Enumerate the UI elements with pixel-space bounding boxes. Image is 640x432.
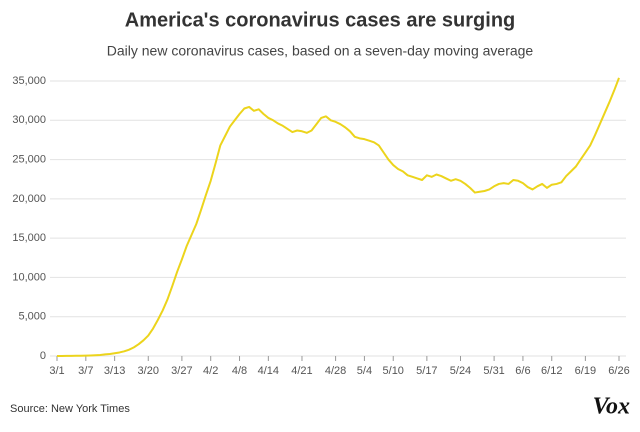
y-tick-label: 15,000 bbox=[12, 232, 46, 244]
x-tick-label: 3/20 bbox=[138, 365, 159, 377]
x-tick-label: 6/12 bbox=[541, 365, 562, 377]
data-line bbox=[57, 77, 620, 357]
y-tick-label: 30,000 bbox=[12, 114, 46, 126]
y-tick-label: 5,000 bbox=[18, 311, 46, 323]
y-tick-label: 25,000 bbox=[12, 153, 46, 165]
x-tick-label: 4/8 bbox=[232, 365, 247, 377]
x-tick-label: 5/24 bbox=[450, 365, 471, 377]
x-tick-label: 5/17 bbox=[416, 365, 437, 377]
x-tick-label: 5/4 bbox=[357, 365, 372, 377]
x-tick-label: 6/26 bbox=[608, 365, 629, 377]
x-tick-label: 5/10 bbox=[383, 365, 404, 377]
x-tick-label: 4/2 bbox=[203, 365, 218, 377]
x-tick-label: 4/14 bbox=[258, 365, 279, 377]
source: Source: New York Times bbox=[10, 403, 130, 415]
y-tick-label: 0 bbox=[40, 350, 46, 362]
x-tick-label: 6/6 bbox=[515, 365, 530, 377]
x-tick-label: 4/28 bbox=[325, 365, 346, 377]
chart-title: America's coronavirus cases are surging bbox=[125, 9, 516, 31]
logo: Vox bbox=[593, 394, 630, 420]
x-tick-label: 4/21 bbox=[291, 365, 312, 377]
x-tick-label: 3/7 bbox=[78, 365, 93, 377]
y-tick-label: 35,000 bbox=[12, 75, 46, 87]
y-tick-label: 20,000 bbox=[12, 193, 46, 205]
chart-subtitle: Daily new coronavirus cases, based on a … bbox=[107, 43, 534, 59]
x-tick-label: 6/19 bbox=[575, 365, 596, 377]
x-tick-label: 3/13 bbox=[104, 365, 125, 377]
x-tick-label: 3/27 bbox=[171, 365, 192, 377]
x-tick-label: 3/1 bbox=[49, 365, 64, 377]
x-tick-label: 5/31 bbox=[483, 365, 504, 377]
y-tick-label: 10,000 bbox=[12, 271, 46, 283]
